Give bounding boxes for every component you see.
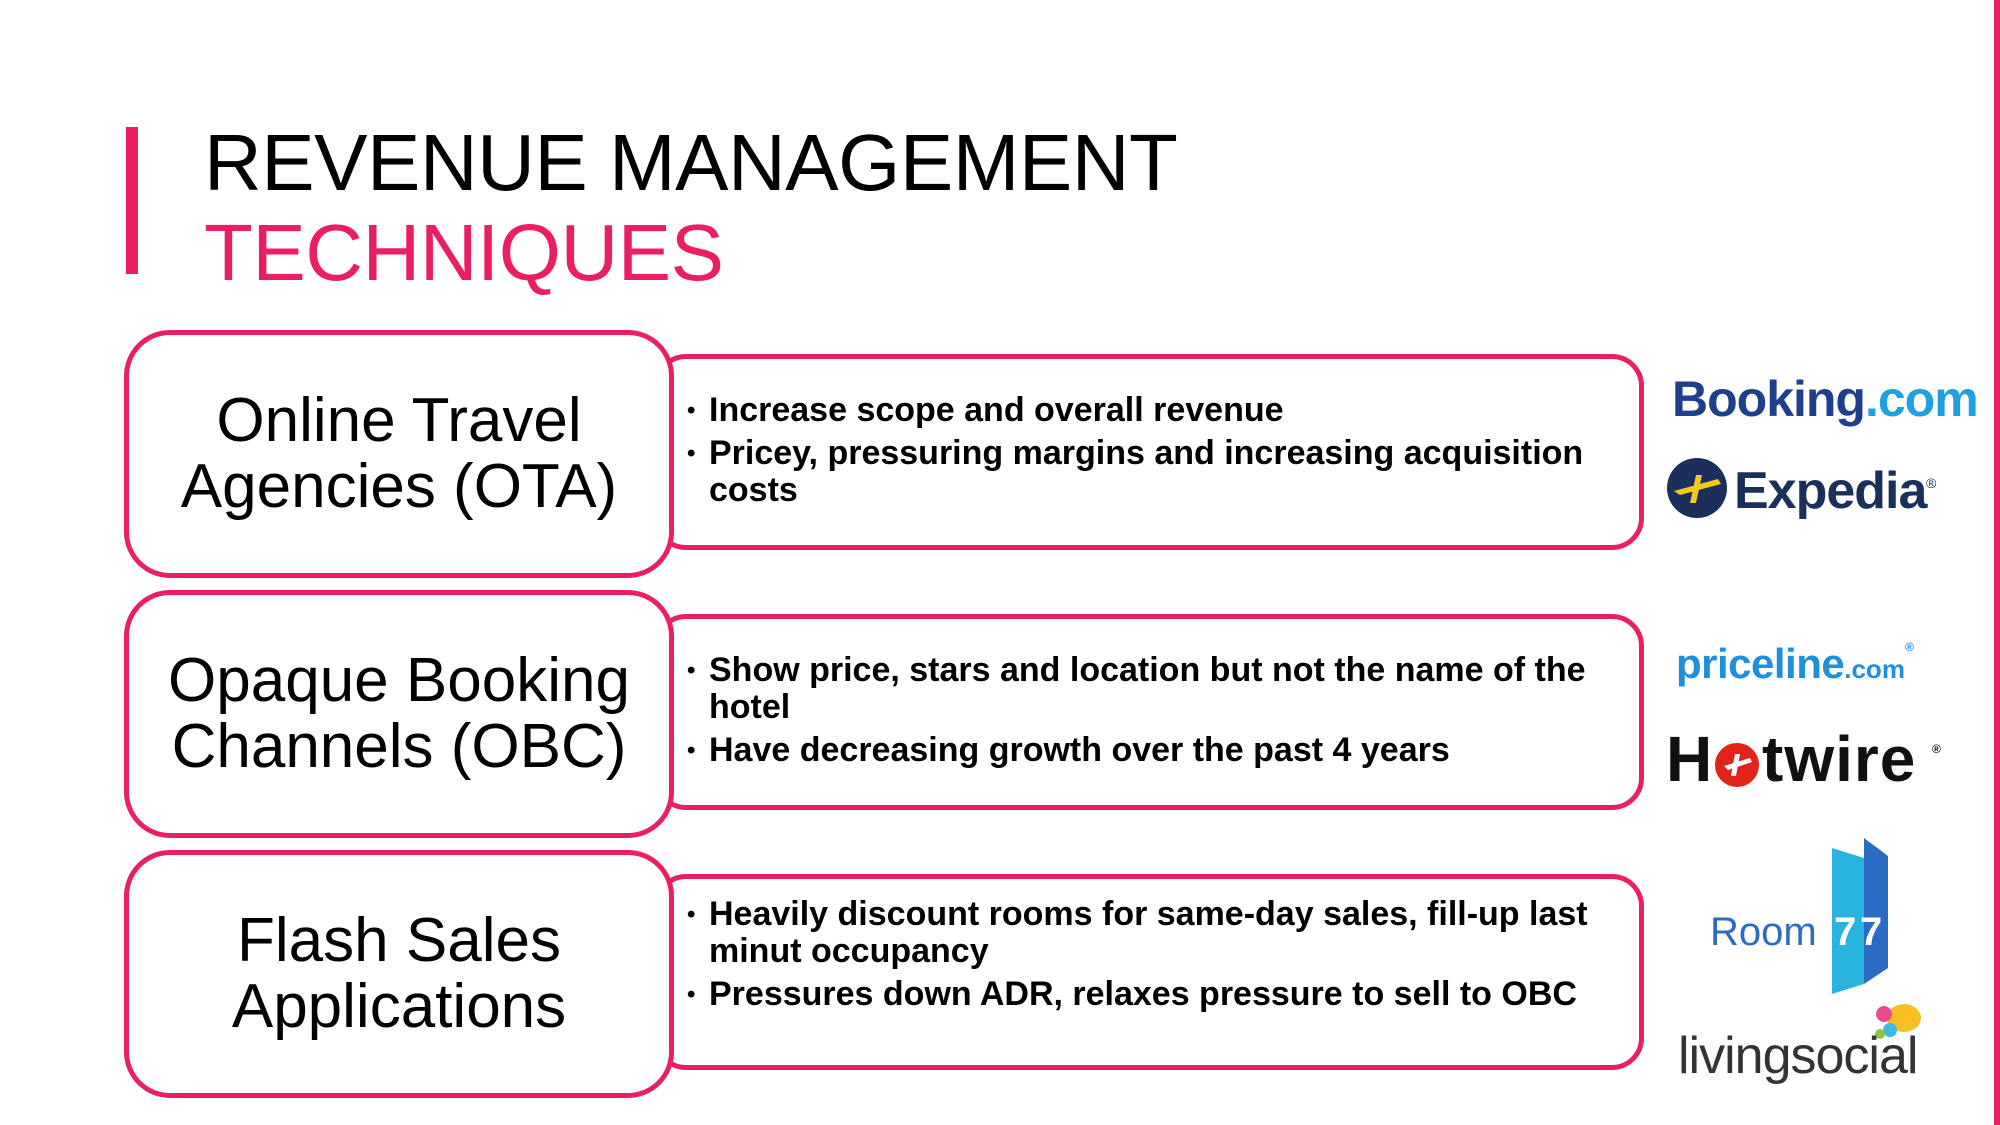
priceline-logo-word: priceline: [1676, 640, 1845, 687]
bullet-text: Pricey, pressuring margins and increasin…: [709, 434, 1584, 509]
plane-icon: [1667, 458, 1727, 518]
bullet-item: • Pricey, pressuring margins and increas…: [679, 435, 1619, 509]
technique-label-box: Flash Sales Applications: [124, 850, 674, 1098]
technique-label-box: Opaque Booking Channels (OBC): [124, 590, 674, 838]
room77-logo-digit: 7: [1834, 910, 1857, 954]
livingsocial-logo-word: livingsocial: [1678, 1027, 1918, 1085]
hotwire-logo-letter: H: [1666, 723, 1714, 795]
booking-logo-word: Booking: [1672, 371, 1866, 427]
bullet-text: Pressures down ADR, relaxes pressure to …: [709, 975, 1577, 1013]
technique-label-line1: Flash Sales: [237, 906, 561, 975]
bullet-item: • Pressures down ADR, relaxes pressure t…: [679, 976, 1619, 1013]
bullet-list: • Heavily discount rooms for same-day sa…: [679, 896, 1619, 1019]
bullet-symbol: •: [687, 397, 696, 424]
technique-label-line1: Opaque Booking: [168, 646, 630, 715]
bullet-item: • Show price, stars and location but not…: [679, 652, 1619, 726]
speech-bubbles-icon: [1875, 1004, 1921, 1039]
description-box: [654, 614, 1644, 810]
bullet-list: • Show price, stars and location but not…: [679, 652, 1619, 775]
technique-label-line2: Applications: [231, 972, 567, 1041]
technique-row-obc: Opaque Booking Channels (OBC) • Show pri…: [124, 590, 1650, 842]
expedia-logo-word: Expedia: [1734, 462, 1927, 520]
bullet-symbol: •: [687, 440, 696, 467]
priceline-trademark: ®: [1904, 640, 1914, 654]
technique-row-flash-sales: Flash Sales Applications • Heavily disco…: [124, 850, 1650, 1102]
expedia-trademark: ®: [1926, 475, 1937, 491]
hotwire-logo-rest: twire: [1762, 723, 1917, 795]
bullet-symbol: •: [687, 901, 696, 928]
bullet-item: • Increase scope and overall revenue: [679, 392, 1619, 429]
technique-label-box: Online Travel Agencies (OTA): [124, 330, 674, 578]
room77-logo: Room 7 7: [1700, 838, 1900, 994]
bullet-text: Show price, stars and location but not t…: [709, 651, 1586, 726]
title-accent-bar: [126, 127, 138, 274]
technique-label-line1: Online Travel: [216, 386, 582, 455]
bullet-item: • Have decreasing growth over the past 4…: [679, 732, 1619, 769]
room77-logo-word: Room: [1710, 910, 1817, 954]
technique-label-line2: Channels (OBC): [171, 712, 627, 781]
slide-subtitle: TECHNIQUES: [204, 208, 724, 297]
livingsocial-logo: livingsocial: [1678, 996, 1938, 1086]
hotwire-plane-icon: [1715, 743, 1759, 787]
bullet-symbol: •: [687, 981, 696, 1008]
booking-logo-domain: .com: [1864, 371, 1979, 427]
hotwire-trademark: ®: [1932, 742, 1942, 756]
bullet-symbol: •: [687, 657, 696, 684]
slide-title: REVENUE MANAGEMENT: [204, 118, 1178, 207]
bullet-text: Increase scope and overall revenue: [709, 391, 1284, 429]
technique-row-ota: Online Travel Agencies (OTA) • Increase …: [124, 330, 1650, 582]
technique-label-line2: Agencies (OTA): [180, 452, 618, 521]
slide-edge-stripe: [1994, 0, 2000, 1125]
bullet-list: • Increase scope and overall revenue • P…: [679, 392, 1619, 515]
description-box: [654, 874, 1644, 1070]
bullet-text: Have decreasing growth over the past 4 y…: [709, 731, 1450, 769]
booking-logo: Booking.com: [1672, 370, 1979, 428]
bullet-symbol: •: [687, 737, 696, 764]
bullet-item: • Heavily discount rooms for same-day sa…: [679, 896, 1619, 970]
priceline-logo-domain: .com: [1844, 654, 1905, 684]
room77-logo-digit: 7: [1860, 910, 1883, 954]
priceline-logo: priceline.com®: [1676, 640, 1914, 688]
description-box: [654, 354, 1644, 550]
bullet-text: Heavily discount rooms for same-day sale…: [709, 895, 1588, 970]
room77-door-icon: [1832, 838, 1888, 994]
